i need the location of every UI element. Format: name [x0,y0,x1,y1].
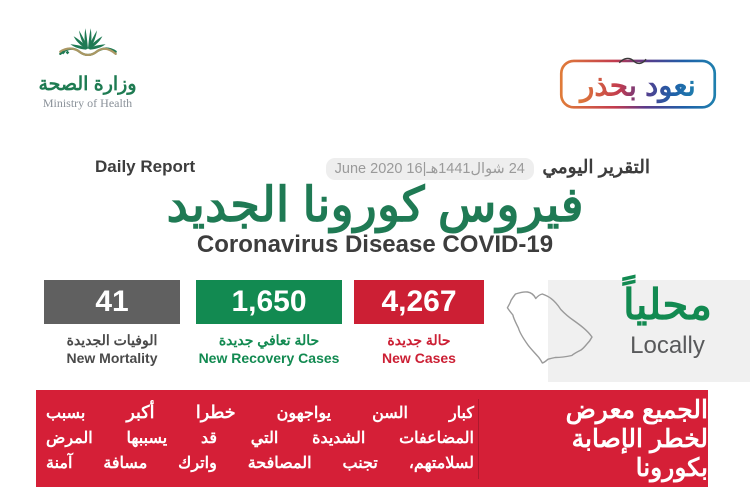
svg-text:نعود بحذر: نعود بحذر [578,70,696,104]
